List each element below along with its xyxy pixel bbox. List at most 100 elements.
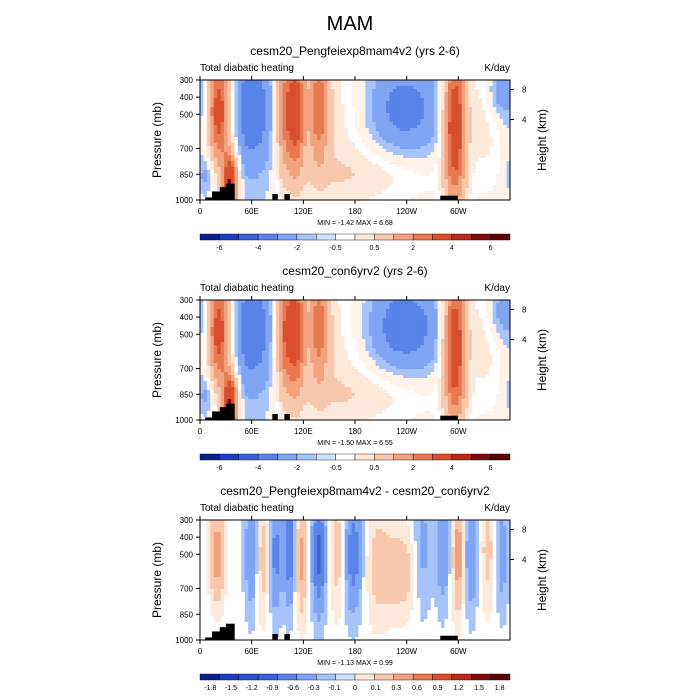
heatmap-cell (224, 312, 228, 316)
heatmap-cell (382, 143, 387, 147)
heatmap-cell (217, 110, 221, 114)
heatmap-cell (337, 182, 342, 186)
heatmap-cell (334, 101, 339, 105)
heatmap-cell (372, 86, 376, 90)
heatmap-cell (258, 197, 263, 201)
y2-tick-label: 4 (522, 115, 527, 124)
heatmap-cell (213, 80, 218, 84)
heatmap-cell (282, 315, 287, 319)
heatmap-cell (454, 158, 459, 162)
heatmap-cell (237, 387, 242, 391)
colorbar-swatch (199, 233, 220, 241)
heatmap-cell (320, 98, 325, 102)
heatmap-cell (203, 161, 208, 165)
heatmap-cell (489, 92, 494, 96)
heatmap-cell (231, 128, 235, 132)
heatmap-cell (434, 173, 438, 177)
heatmap-cell (241, 336, 246, 340)
heatmap-cell (289, 98, 294, 102)
heatmap-cell (337, 107, 342, 111)
heatmap-cell (468, 86, 473, 90)
heatmap-cell (341, 149, 345, 153)
heatmap-cell (293, 140, 297, 144)
heatmap-cell (361, 113, 366, 117)
heatmap-cell (482, 176, 487, 180)
heatmap-cell (258, 80, 263, 84)
heatmap-cell (396, 170, 401, 174)
heatmap-cell (200, 345, 204, 349)
heatmap-cell (327, 107, 332, 111)
heatmap-cell (248, 342, 252, 346)
heatmap-cell (206, 125, 211, 129)
heatmap-cell (251, 80, 256, 84)
heatmap-cell (279, 101, 283, 105)
heatmap-cell (430, 155, 435, 159)
heatmap-cell (344, 161, 349, 165)
heatmap-cell (423, 146, 428, 150)
heatmap-cell (406, 176, 411, 180)
heatmap-cell (444, 83, 449, 87)
heatmap-cell (203, 113, 208, 117)
heatmap-cell (237, 95, 242, 99)
heatmap-cell (251, 357, 256, 361)
heatmap-cell (293, 155, 297, 159)
heatmap-cell (227, 336, 232, 340)
heatmap-cell (206, 360, 211, 364)
heatmap-cell (403, 182, 407, 186)
heatmap-cell (444, 167, 449, 171)
heatmap-cell (406, 86, 411, 90)
heatmap-cell (427, 119, 432, 123)
heatmap-cell (444, 194, 449, 198)
heatmap-cell (310, 309, 314, 313)
heatmap-cell (492, 86, 497, 90)
heatmap-cell (448, 101, 452, 105)
heatmap-cell (227, 339, 232, 343)
heatmap-cell (265, 369, 270, 373)
heatmap-cell (248, 408, 252, 412)
heatmap-cell (423, 182, 428, 186)
heatmap-cell (444, 131, 449, 135)
heatmap-cell (275, 366, 280, 370)
heatmap-cell (282, 179, 287, 183)
heatmap-cell (444, 164, 449, 168)
heatmap-cell (454, 182, 459, 186)
heatmap-cell (272, 393, 277, 397)
heatmap-cell (227, 149, 232, 153)
heatmap-cell (244, 411, 249, 415)
heatmap-cell (389, 110, 394, 114)
heatmap-cell (286, 345, 290, 349)
heatmap-cell (482, 167, 487, 171)
heatmap-cell (448, 95, 452, 99)
heatmap-cell (217, 336, 221, 340)
heatmap-cell (468, 89, 473, 93)
heatmap-cell (255, 98, 259, 102)
heatmap-cell (365, 170, 370, 174)
heatmap-cell (330, 188, 335, 192)
heatmap-cell (282, 107, 287, 111)
heatmap-cell (203, 170, 208, 174)
heatmap-cell (382, 176, 387, 180)
heatmap-cell (248, 309, 252, 313)
heatmap-cell (213, 185, 218, 189)
heatmap-cell (213, 173, 218, 177)
heatmap-cell (282, 300, 287, 304)
heatmap-cell (282, 309, 287, 313)
heatmap-cell (472, 116, 476, 120)
heatmap-cell (458, 161, 463, 165)
heatmap-cell (437, 116, 442, 120)
heatmap-cell (279, 137, 283, 141)
heatmap-cell (372, 152, 376, 156)
heatmap-cell (234, 176, 239, 180)
heatmap-cell (472, 113, 476, 117)
heatmap-cell (382, 152, 387, 156)
heatmap-cell (289, 363, 294, 367)
heatmap-cell (251, 158, 256, 162)
heatmap-cell (379, 170, 383, 174)
heatmap-cell (258, 119, 263, 123)
heatmap-cell (265, 375, 270, 379)
heatmap-cell (286, 324, 290, 328)
heatmap-cell (234, 318, 239, 322)
heatmap-cell (244, 345, 249, 349)
heatmap-cell (499, 107, 504, 111)
heatmap-cell (337, 83, 342, 87)
